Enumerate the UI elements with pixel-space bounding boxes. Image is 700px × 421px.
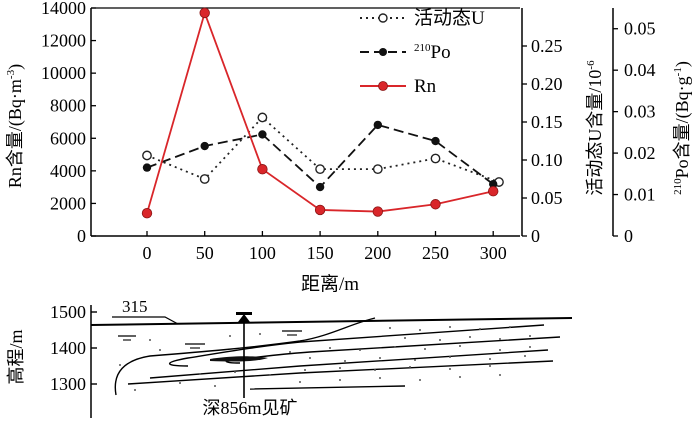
x-axis-tick-label: 200: [364, 243, 391, 263]
right-axis-label-main: Po含量/(Bq·g: [672, 76, 693, 178]
series-point-active-u: [142, 150, 152, 161]
cross-section: 1500 1400 1300 高程/m 315: [6, 297, 573, 418]
mid-axis-tick-label: 0: [531, 226, 540, 246]
series-point-po: [489, 179, 498, 189]
x-axis-tick-label: 150: [307, 243, 334, 263]
water-table-marker-1: [118, 335, 136, 341]
x-axis-tick-label: 0: [143, 243, 152, 263]
series-point-active-u: [372, 164, 383, 175]
legend-label-rn: Rn: [414, 76, 437, 97]
mid-axis-label: 活动态U含量/10-6: [585, 60, 605, 196]
legend-entry-rn: Rn: [360, 76, 437, 97]
left-axis-label-sup: -3: [5, 69, 17, 79]
right-axis-tick-label: 0.01: [624, 185, 656, 205]
right-axis-label: 210Po含量/(Bq·g-1): [672, 61, 693, 195]
series-point-po: [258, 130, 267, 139]
right-axis-label-sup1: 210: [672, 178, 684, 195]
mid-axis-ticks: 0 0.05 0.10 0.15 0.20 0.25: [522, 36, 563, 246]
right-axis-label-end: ): [672, 61, 693, 67]
x-axis-ticks: 0 50 100 150 200 250 300: [143, 231, 507, 263]
section-tick-label-1400: 1400: [50, 338, 86, 358]
series-layer: [141, 7, 504, 219]
legend-label-po-sup: 210: [414, 42, 431, 54]
right-axis-tick-label: 0: [624, 226, 633, 246]
left-axis-label: Rn含量/(Bq·m-3): [5, 64, 26, 188]
series-point-rn: [430, 199, 441, 210]
series-point-active-u: [430, 153, 441, 164]
left-axis-ticks: 0 2000 4000 6000 8000 10000 12000 14000: [41, 0, 96, 246]
mid-axis-tick-label: 0.15: [531, 112, 563, 132]
legend-label-active-u: 活动态U: [414, 7, 485, 29]
ore-lens: [210, 356, 268, 362]
x-axis-tick-label: 250: [422, 243, 449, 263]
right-axis-tick-label: 0.02: [624, 143, 656, 163]
label-315-leader: [112, 316, 179, 325]
right-axis-tick-label: 0.03: [624, 102, 656, 122]
mid-axis-label-sup: -6: [585, 60, 597, 70]
left-axis-tick-label: 14000: [41, 0, 86, 18]
stratum-6: [249, 385, 406, 390]
mid-axis-tick-label: 0.25: [531, 36, 563, 56]
legend-label-po: 210Po: [414, 42, 451, 63]
left-axis-tick-label: 6000: [50, 128, 86, 148]
section-tick-label-1500: 1500: [50, 302, 86, 322]
right-axis-tick-label: 0.05: [624, 19, 656, 39]
x-axis-tick-label: 100: [249, 243, 276, 263]
series-point-rn: [257, 164, 268, 175]
left-axis-label-end: ): [5, 64, 26, 70]
series-point-rn: [372, 206, 384, 217]
legend-marker-rn: [378, 81, 388, 91]
series-point-rn: [488, 186, 499, 197]
legend: 活动态U 210Po Rn: [360, 7, 485, 97]
left-axis-label-main: Rn含量/(Bq·m: [5, 79, 26, 188]
series-point-active-u: [257, 112, 268, 123]
mid-axis-tick-label: 0.05: [531, 188, 563, 208]
section-y-axis-label: 高程/m: [6, 329, 26, 384]
legend-marker-po: [379, 48, 387, 56]
right-axis-ticks: 0 0.01 0.02 0.03 0.04 0.05: [613, 19, 656, 246]
legend-label-po-main: Po: [431, 42, 451, 63]
water-table-marker-2: [185, 343, 205, 349]
right-axis-label-sup2: -1: [672, 67, 684, 76]
ground-surface: [90, 317, 573, 326]
series-point-po: [142, 163, 152, 172]
x-axis-label: 距离/m: [301, 273, 359, 295]
left-axis-tick-label: 8000: [50, 96, 86, 116]
sediment-dots: [119, 326, 531, 391]
x-axis-tick-label: 50: [196, 243, 214, 263]
left-axis-tick-label: 4000: [50, 161, 86, 181]
series-point-po: [200, 141, 209, 151]
drill-hole-cap: [236, 312, 252, 315]
stratum-2: [168, 324, 545, 367]
legend-marker-active-u: [378, 13, 388, 23]
series-point-rn: [141, 207, 153, 219]
section-tick-label-1300: 1300: [50, 374, 86, 394]
legend-entry-po: 210Po: [360, 42, 451, 63]
left-axis-tick-label: 0: [77, 226, 86, 246]
label-315: 315: [122, 297, 148, 316]
legend-entry-active-u: 活动态U: [360, 7, 485, 29]
x-axis-tick-label: 300: [480, 243, 507, 263]
water-table-marker-3: [282, 330, 302, 336]
drill-hole-marker-icon: [238, 314, 250, 322]
series-point-rn: [199, 7, 210, 19]
left-axis-tick-label: 2000: [50, 193, 86, 213]
stratum-5: [127, 360, 554, 385]
left-axis-tick-label: 12000: [41, 31, 86, 51]
series-point-po: [373, 120, 382, 130]
right-axis-tick-label: 0.04: [624, 60, 656, 80]
series-point-po: [315, 182, 325, 192]
left-axis-tick-label: 10000: [41, 63, 86, 83]
drill-depth-label: 深856m见矿: [202, 398, 297, 418]
mid-axis-tick-label: 0.20: [531, 74, 563, 94]
series-point-active-u: [199, 174, 210, 184]
mid-axis-tick-label: 0.10: [531, 150, 563, 170]
series-point-active-u: [315, 164, 325, 175]
stratum-fold-outer: [114, 317, 376, 396]
mid-axis-label-main: 活动态U含量/10: [585, 70, 605, 196]
series-point-po: [431, 136, 440, 146]
series-point-rn: [314, 204, 326, 216]
